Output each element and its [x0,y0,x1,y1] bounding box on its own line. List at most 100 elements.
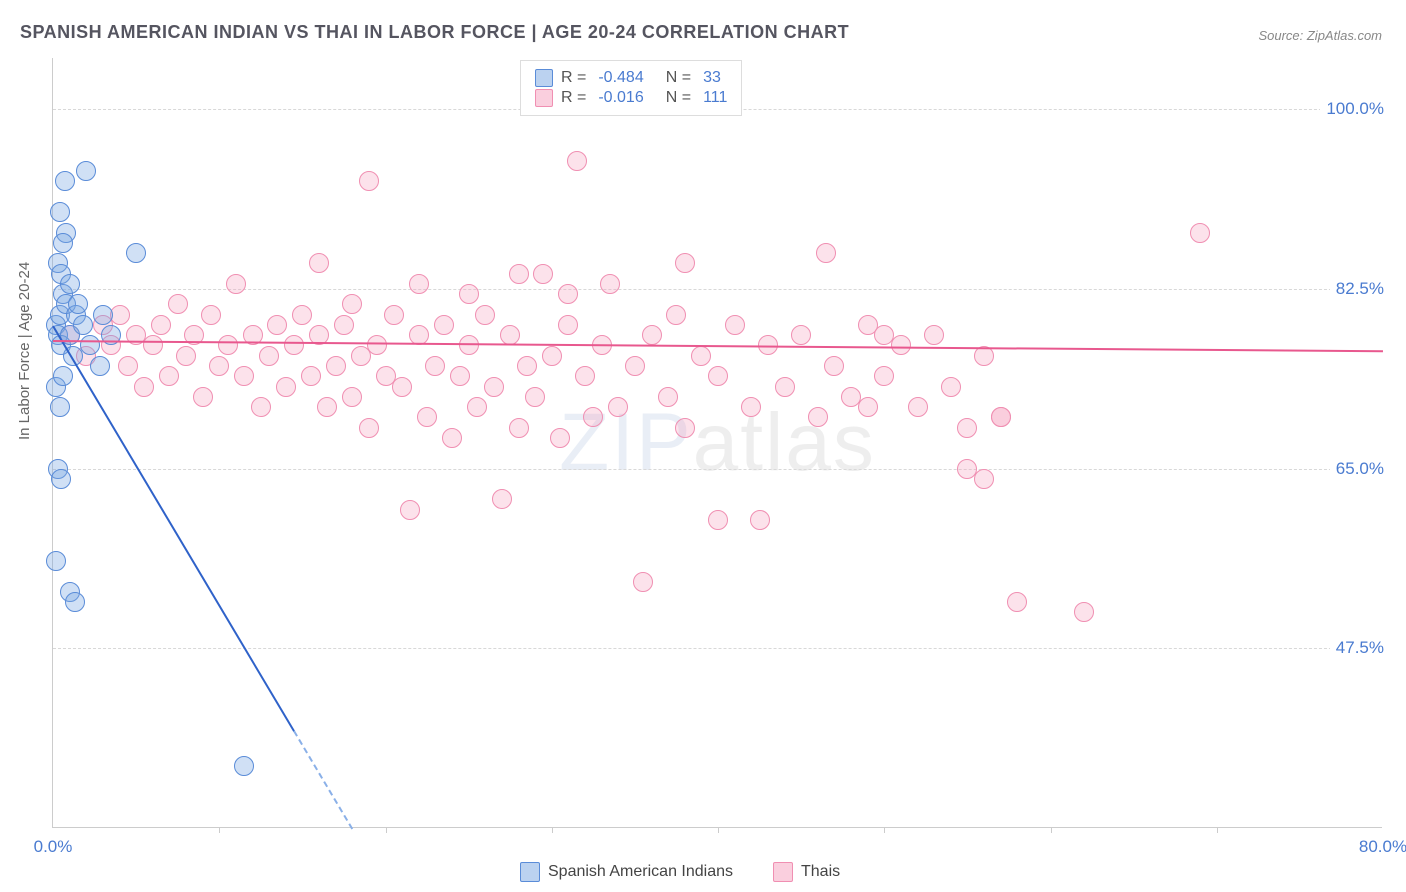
data-point [625,356,645,376]
data-point [608,397,628,417]
data-point [957,418,977,438]
data-point [442,428,462,448]
data-point [941,377,961,397]
data-point [80,335,100,355]
source-attribution: Source: ZipAtlas.com [1258,28,1382,43]
data-point [50,397,70,417]
data-point [46,551,66,571]
data-point [858,397,878,417]
data-point [675,418,695,438]
data-point [417,407,437,427]
legend-n-label: N = [666,89,691,107]
data-point [658,387,678,407]
trend-line [53,340,1383,352]
y-axis-label: In Labor Force | Age 20-24 [16,262,33,440]
data-point [367,335,387,355]
data-point [53,233,73,253]
data-point [317,397,337,417]
legend-r-label: R = [561,89,586,107]
data-point [459,335,479,355]
data-point [1007,592,1027,612]
x-tick-mark [718,827,719,833]
data-point [76,161,96,181]
data-point [126,243,146,263]
legend-item: Thais [773,862,840,882]
data-point [234,756,254,776]
gridline [53,648,1382,649]
gridline [53,469,1382,470]
data-point [234,366,254,386]
data-point [326,356,346,376]
data-point [134,377,154,397]
data-point [425,356,445,376]
data-point [475,305,495,325]
data-point [824,356,844,376]
data-point [583,407,603,427]
data-point [791,325,811,345]
legend-swatch [773,862,793,882]
legend-row: R =-0.016N =111 [535,89,727,107]
data-point [118,356,138,376]
data-point [459,284,479,304]
data-point [750,510,770,530]
data-point [891,335,911,355]
data-point [60,274,80,294]
data-point [201,305,221,325]
data-point [533,264,553,284]
data-point [68,294,88,314]
legend-swatch [535,89,553,107]
data-point [517,356,537,376]
data-point [143,335,163,355]
legend-series-label: Spanish American Indians [548,863,733,881]
data-point [874,325,894,345]
data-point [642,325,662,345]
data-point [218,335,238,355]
legend-swatch [520,862,540,882]
data-point [509,418,529,438]
data-point [159,366,179,386]
data-point [400,500,420,520]
y-tick-label: 82.5% [1330,279,1384,299]
legend-r-value: -0.016 [598,89,643,107]
data-point [151,315,171,335]
chart-plot-area: ZIPatlas 47.5%65.0%82.5%100.0%0.0%80.0% [52,58,1382,828]
data-point [292,305,312,325]
data-point [708,510,728,530]
data-point [1190,223,1210,243]
data-point [284,335,304,355]
trend-line [52,325,295,731]
data-point [90,356,110,376]
legend-r-label: R = [561,69,586,87]
data-point [342,294,362,314]
data-point [725,315,745,335]
data-point [924,325,944,345]
data-point [500,325,520,345]
data-point [359,171,379,191]
data-point [73,315,93,335]
data-point [55,171,75,191]
data-point [558,315,578,335]
data-point [675,253,695,273]
legend-item: Spanish American Indians [520,862,733,882]
data-point [509,264,529,284]
data-point [193,387,213,407]
x-tick-label: 0.0% [34,837,73,857]
data-point [50,202,70,222]
data-point [708,366,728,386]
legend-series-label: Thais [801,863,840,881]
x-tick-mark [552,827,553,833]
data-point [691,346,711,366]
data-point [775,377,795,397]
data-point [550,428,570,448]
data-point [65,592,85,612]
data-point [1074,602,1094,622]
data-point [666,305,686,325]
data-point [575,366,595,386]
y-tick-label: 47.5% [1330,638,1384,658]
data-point [908,397,928,417]
chart-title: SPANISH AMERICAN INDIAN VS THAI IN LABOR… [20,22,849,43]
data-point [567,151,587,171]
data-point [558,284,578,304]
watermark-atlas: atlas [693,397,876,488]
data-point [226,274,246,294]
